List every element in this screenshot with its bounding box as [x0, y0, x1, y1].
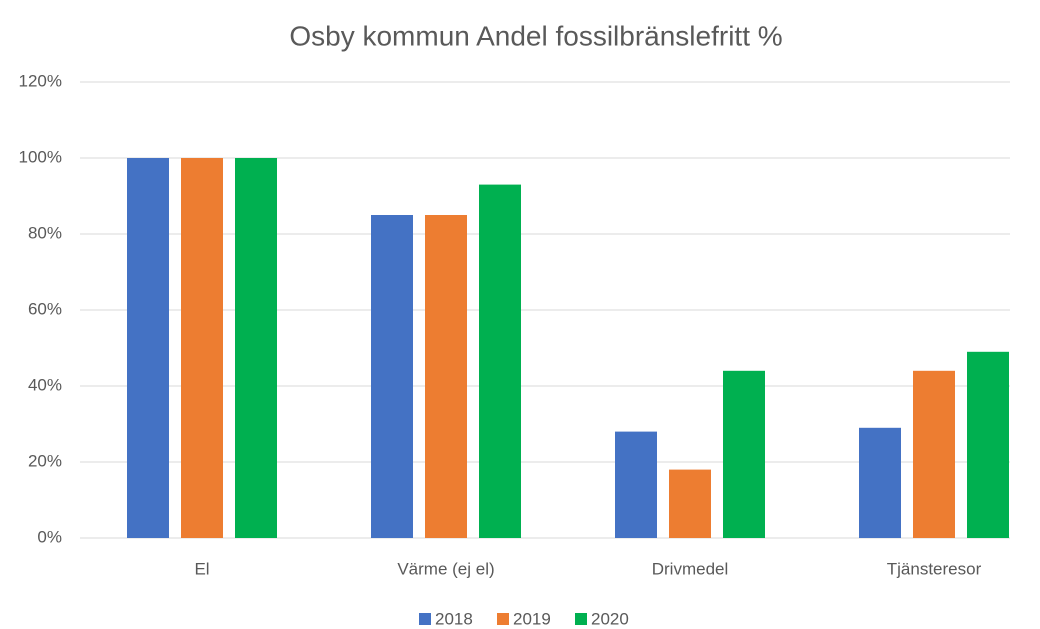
bar [723, 370, 765, 538]
bar [859, 427, 901, 538]
bar [425, 215, 467, 538]
y-tick-label: 40% [28, 375, 62, 394]
legend-label: 2020 [591, 609, 629, 628]
bar [371, 215, 413, 538]
x-tick-label: Drivmedel [652, 559, 729, 578]
legend-swatch [575, 613, 587, 625]
legend-label: 2018 [435, 609, 473, 628]
bar [967, 351, 1009, 538]
chart-title: Osby kommun Andel fossilbränslefritt % [289, 20, 782, 51]
y-tick-label: 0% [37, 527, 62, 546]
bar [669, 469, 711, 538]
bar [181, 158, 223, 538]
legend-swatch [419, 613, 431, 625]
y-tick-label: 60% [28, 299, 62, 318]
y-tick-label: 80% [28, 223, 62, 242]
legend-swatch [497, 613, 509, 625]
x-tick-label: El [194, 559, 209, 578]
bar [479, 184, 521, 538]
bar [913, 370, 955, 538]
legend-label: 2019 [513, 609, 551, 628]
y-tick-label: 20% [28, 451, 62, 470]
y-tick-label: 100% [19, 147, 62, 166]
bar [127, 158, 169, 538]
bar [235, 158, 277, 538]
x-tick-label: Tjänsteresor [887, 559, 982, 578]
bar [615, 431, 657, 538]
y-tick-label: 120% [19, 71, 62, 90]
x-tick-label: Värme (ej el) [397, 559, 494, 578]
